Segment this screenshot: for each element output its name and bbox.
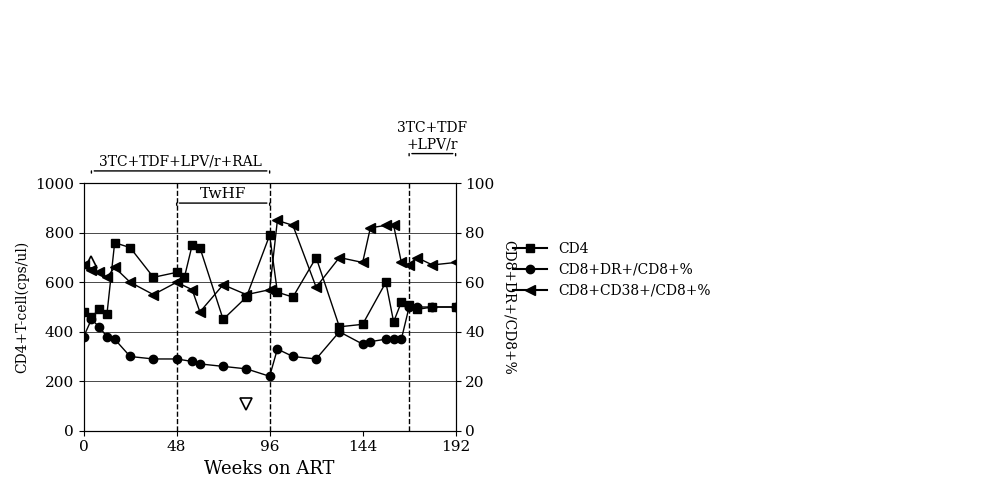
Y-axis label: CD4+T-cell(cps/ul): CD4+T-cell(cps/ul) — [15, 241, 29, 373]
Line: CD8+CD38+/CD8+%: CD8+CD38+/CD8+% — [79, 215, 460, 317]
CD4 — [109, 240, 121, 246]
CD8+DR+/CD8+% — [357, 341, 369, 347]
CD8+DR+/CD8+% — [403, 304, 415, 310]
CD8+CD38+/CD8+% — [271, 217, 283, 223]
CD8+DR+/CD8+% — [364, 339, 376, 345]
CD8+DR+/CD8+% — [194, 361, 206, 367]
CD8+DR+/CD8+% — [426, 304, 438, 310]
CD8+DR+/CD8+% — [78, 334, 90, 340]
CD4 — [395, 299, 407, 305]
CD8+CD38+/CD8+% — [287, 222, 299, 228]
CD4 — [264, 232, 276, 238]
CD4 — [85, 314, 97, 320]
CD4 — [310, 254, 322, 260]
CD8+CD38+/CD8+% — [395, 259, 407, 265]
CD4 — [333, 324, 345, 330]
CD4 — [388, 319, 400, 325]
CD8+CD38+/CD8+% — [411, 254, 423, 260]
CD8+CD38+/CD8+% — [333, 254, 345, 260]
CD8+DR+/CD8+% — [171, 356, 183, 362]
CD4 — [450, 304, 462, 310]
CD8+DR+/CD8+% — [124, 353, 136, 359]
CD8+DR+/CD8+% — [186, 358, 198, 364]
CD8+DR+/CD8+% — [395, 336, 407, 342]
Text: 3TC+TDF
+LPV/r: 3TC+TDF +LPV/r — [397, 121, 467, 151]
CD8+DR+/CD8+% — [264, 373, 276, 379]
CD8+DR+/CD8+% — [93, 324, 105, 330]
CD4 — [287, 294, 299, 300]
CD8+DR+/CD8+% — [85, 317, 97, 322]
CD8+CD38+/CD8+% — [388, 222, 400, 228]
CD4 — [147, 275, 159, 281]
CD8+CD38+/CD8+% — [186, 287, 198, 293]
CD8+CD38+/CD8+% — [93, 269, 105, 275]
CD8+DR+/CD8+% — [271, 346, 283, 352]
CD8+DR+/CD8+% — [109, 336, 121, 342]
CD4 — [93, 307, 105, 313]
CD4 — [380, 280, 392, 285]
CD8+CD38+/CD8+% — [450, 259, 462, 265]
CD4 — [171, 269, 183, 275]
CD8+CD38+/CD8+% — [426, 262, 438, 268]
CD8+CD38+/CD8+% — [380, 222, 392, 228]
CD8+DR+/CD8+% — [310, 356, 322, 362]
CD8+DR+/CD8+% — [450, 304, 462, 310]
CD4 — [217, 317, 229, 322]
Legend: CD4, CD8+DR+/CD8+%, CD8+CD38+/CD8+%: CD4, CD8+DR+/CD8+%, CD8+CD38+/CD8+% — [507, 236, 717, 303]
CD8+DR+/CD8+% — [333, 329, 345, 335]
CD4 — [240, 294, 252, 300]
CD8+DR+/CD8+% — [240, 366, 252, 372]
CD8+CD38+/CD8+% — [147, 292, 159, 298]
CD8+CD38+/CD8+% — [217, 282, 229, 288]
Line: CD4: CD4 — [80, 231, 460, 331]
CD8+DR+/CD8+% — [217, 363, 229, 369]
CD4 — [178, 275, 190, 281]
CD8+CD38+/CD8+% — [310, 284, 322, 290]
CD4 — [194, 245, 206, 250]
Text: 3TC+TDF+LPV/r+RAL: 3TC+TDF+LPV/r+RAL — [99, 154, 262, 169]
CD8+CD38+/CD8+% — [403, 262, 415, 268]
CD8+DR+/CD8+% — [388, 336, 400, 342]
CD4 — [124, 245, 136, 250]
CD4 — [271, 289, 283, 295]
CD8+DR+/CD8+% — [380, 336, 392, 342]
CD4 — [411, 307, 423, 313]
CD4 — [186, 242, 198, 248]
CD4 — [357, 321, 369, 327]
CD8+DR+/CD8+% — [147, 356, 159, 362]
X-axis label: Weeks on ART: Weeks on ART — [204, 460, 335, 478]
CD8+CD38+/CD8+% — [240, 292, 252, 298]
CD8+DR+/CD8+% — [101, 334, 113, 340]
CD8+CD38+/CD8+% — [78, 262, 90, 268]
CD4 — [426, 304, 438, 310]
CD8+CD38+/CD8+% — [357, 259, 369, 265]
Text: TwHF: TwHF — [200, 187, 246, 201]
CD4 — [403, 302, 415, 308]
CD8+CD38+/CD8+% — [85, 267, 97, 273]
CD8+CD38+/CD8+% — [171, 280, 183, 285]
CD8+CD38+/CD8+% — [194, 309, 206, 315]
CD8+CD38+/CD8+% — [109, 264, 121, 270]
Y-axis label: CD8+DR+/CD8+%: CD8+DR+/CD8+% — [501, 240, 515, 374]
Line: CD8+DR+/CD8+%: CD8+DR+/CD8+% — [80, 303, 460, 381]
CD8+DR+/CD8+% — [287, 353, 299, 359]
CD8+CD38+/CD8+% — [101, 275, 113, 281]
CD4 — [101, 312, 113, 317]
CD8+CD38+/CD8+% — [264, 287, 276, 293]
CD8+CD38+/CD8+% — [124, 280, 136, 285]
CD8+CD38+/CD8+% — [364, 225, 376, 231]
CD8+DR+/CD8+% — [411, 304, 423, 310]
CD4 — [78, 309, 90, 315]
